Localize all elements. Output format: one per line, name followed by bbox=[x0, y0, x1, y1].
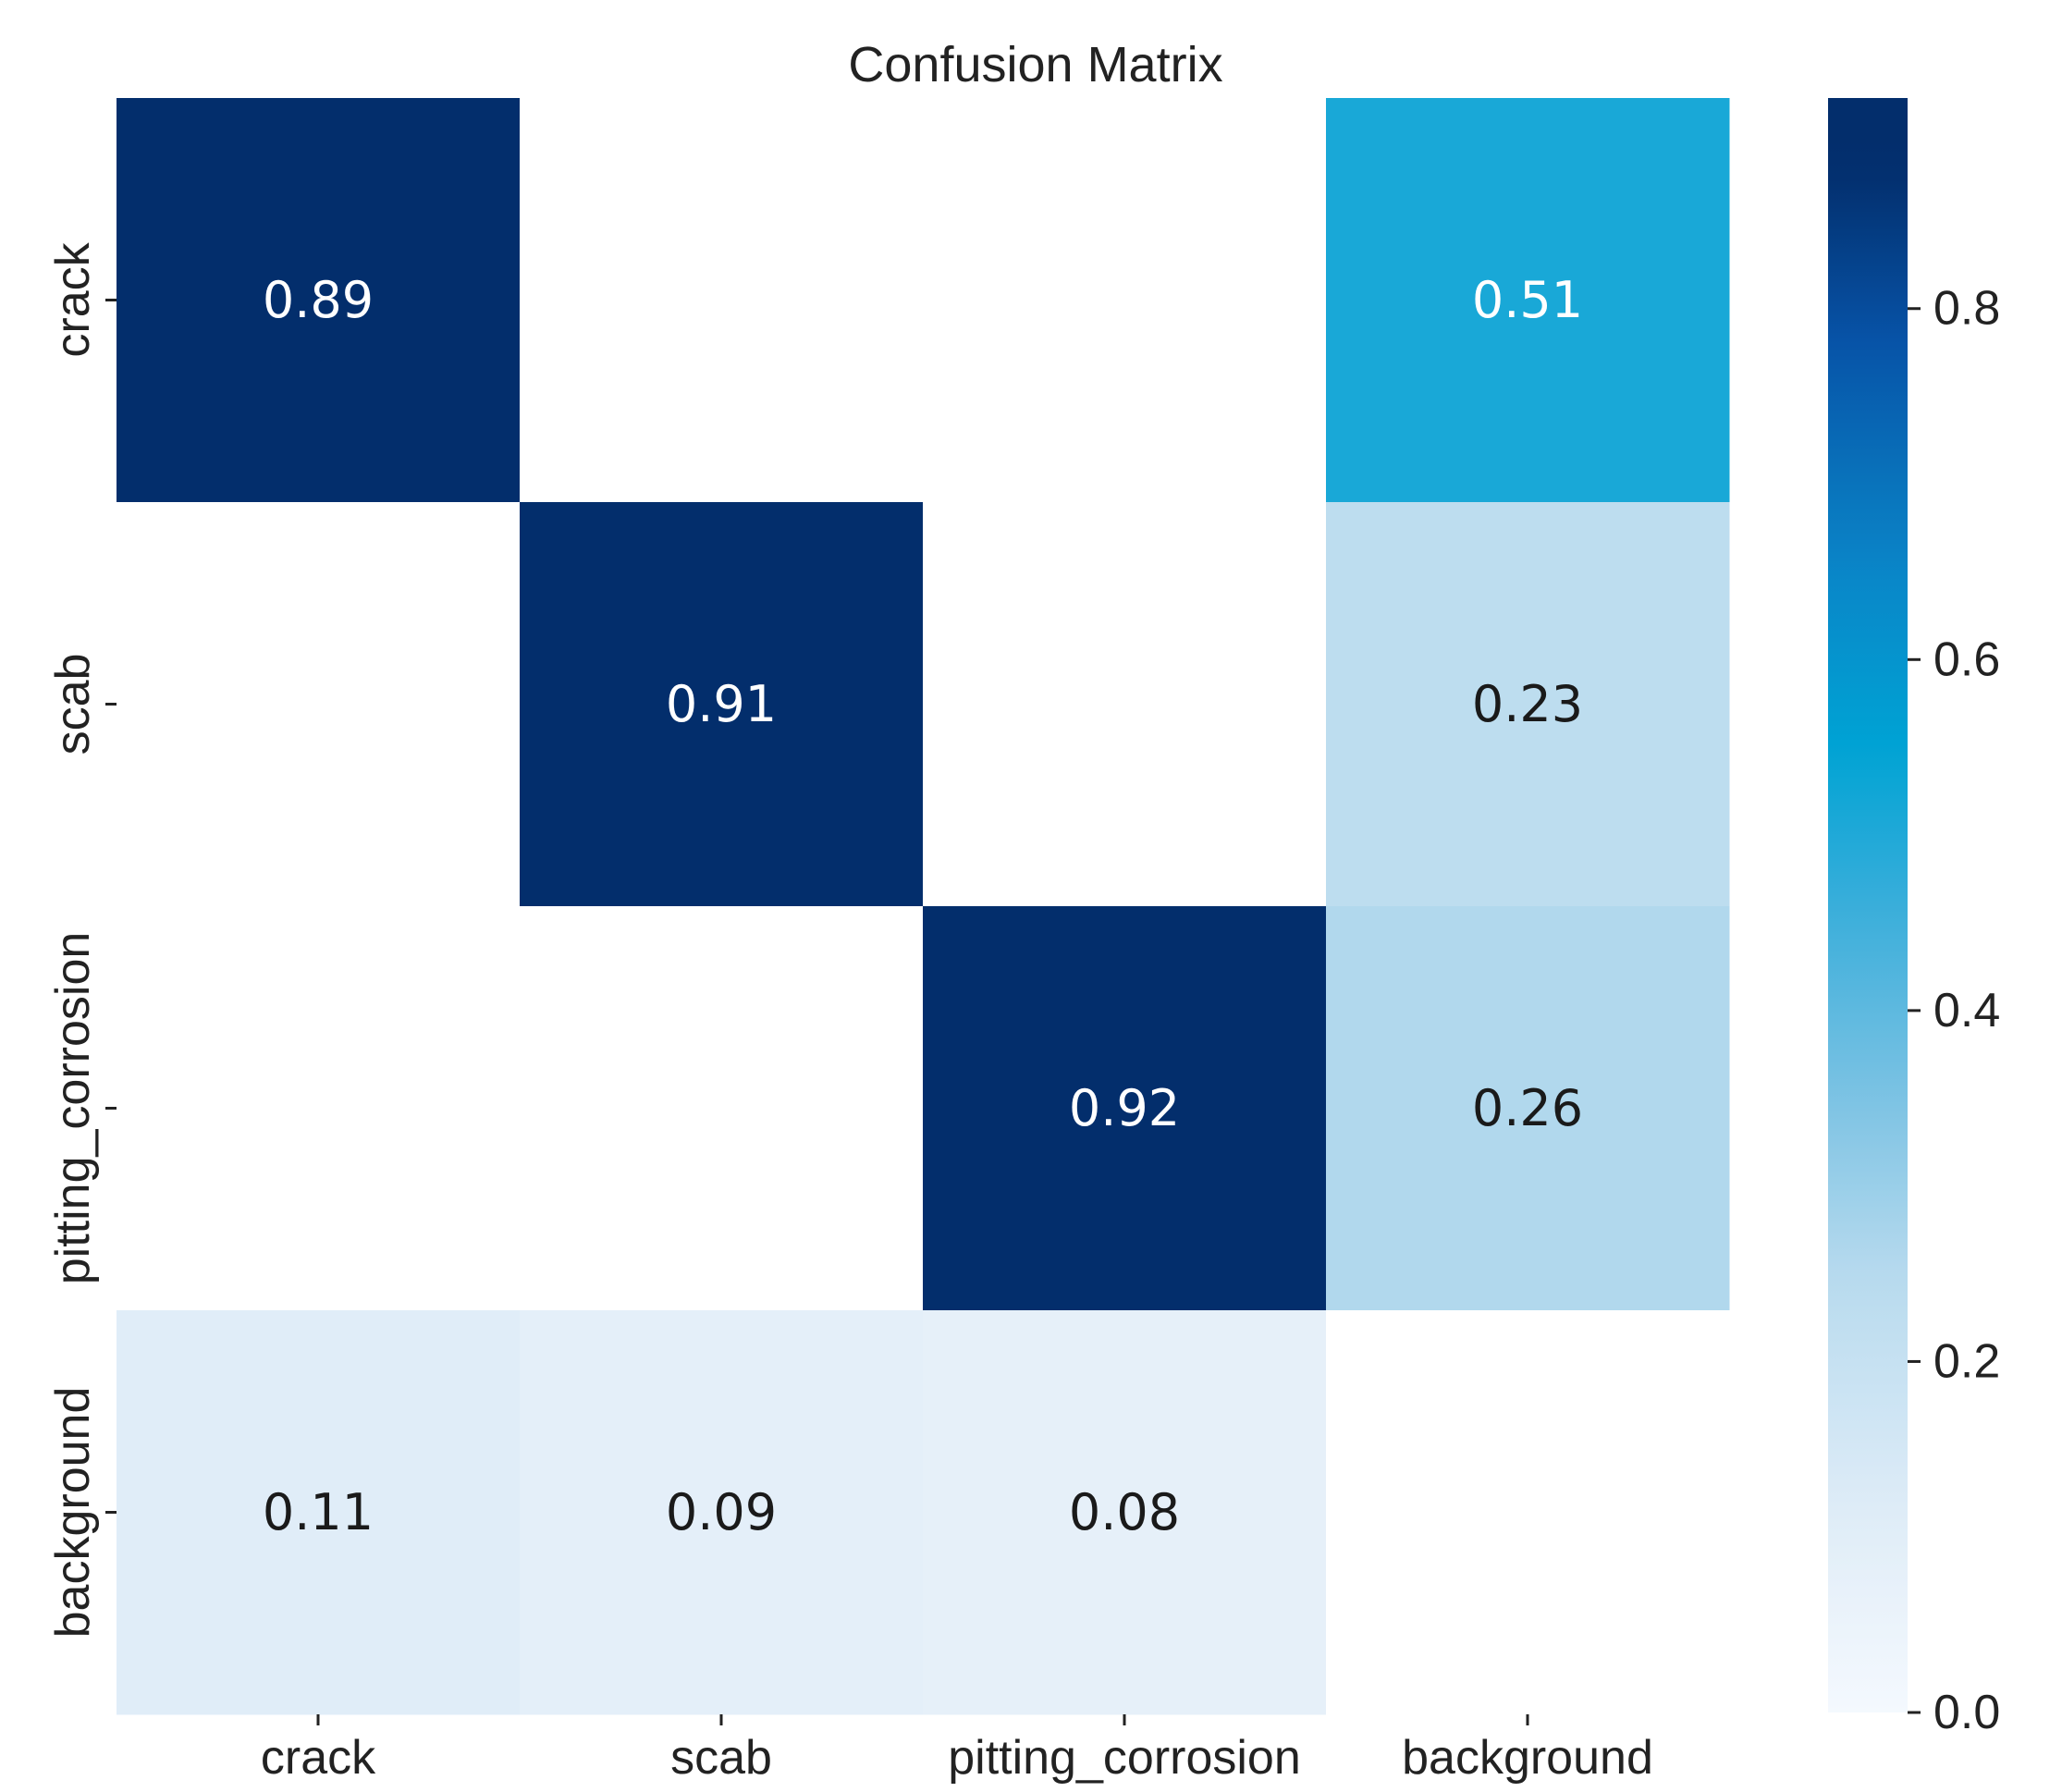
cell-value-label: 0.91 bbox=[666, 675, 777, 733]
heatmap-cell bbox=[1326, 98, 1730, 503]
chart-title: Confusion Matrix bbox=[848, 37, 1222, 92]
colorbar-gradient bbox=[1828, 98, 1908, 1712]
heatmap-cell bbox=[923, 502, 1327, 907]
cell-value-label: 0.08 bbox=[1069, 1483, 1180, 1541]
heatmap-annotations: 0.89 0.51 0.91 0.23 0.92 0.26 0.11 0.09 0.08 bbox=[263, 271, 1583, 1541]
heatmap-cell bbox=[117, 98, 521, 503]
heatmap-cell bbox=[520, 1310, 924, 1715]
colorbar-tick-label: 0.6 bbox=[1933, 632, 2000, 686]
cell-value-label: 0.26 bbox=[1472, 1079, 1583, 1137]
x-tick-label: pitting_corrosion bbox=[948, 1731, 1301, 1785]
cell-value-label: 0.23 bbox=[1472, 675, 1583, 733]
y-tick-label: scab bbox=[46, 654, 100, 755]
colorbar-tick-label: 0.8 bbox=[1933, 282, 2000, 336]
colorbar: 0.0 0.2 0.4 0.6 0.8 bbox=[1828, 98, 2000, 1739]
heatmap-cell bbox=[923, 98, 1327, 503]
colorbar-tick-label: 0.0 bbox=[1933, 1686, 2000, 1739]
y-tick-label: background bbox=[46, 1387, 100, 1639]
heatmap-cell bbox=[520, 906, 924, 1311]
colorbar-tick-label: 0.2 bbox=[1933, 1334, 2000, 1388]
y-tick-label: pitting_corrosion bbox=[46, 932, 100, 1285]
heatmap-cell bbox=[1326, 1310, 1730, 1715]
heatmap-cell bbox=[520, 98, 924, 503]
x-axis: crack scab pitting_corrosion background bbox=[261, 1714, 1653, 1785]
cell-value-label: 0.11 bbox=[263, 1483, 374, 1541]
heatmap-cell bbox=[923, 1310, 1327, 1715]
y-axis: crack scab pitting_corrosion background bbox=[46, 241, 117, 1638]
x-tick-label: scab bbox=[670, 1731, 772, 1785]
heatmap-cell bbox=[117, 1310, 521, 1715]
heatmap-cell bbox=[117, 502, 521, 907]
heatmap-cell bbox=[1326, 906, 1730, 1311]
heatmap-cell bbox=[520, 502, 924, 907]
heatmap-cell bbox=[117, 906, 521, 1311]
cell-value-label: 0.09 bbox=[666, 1483, 777, 1541]
heatmap-cells bbox=[117, 98, 1730, 1715]
heatmap-cell bbox=[923, 906, 1327, 1311]
colorbar-ticks: 0.0 0.2 0.4 0.6 0.8 bbox=[1908, 282, 2000, 1739]
colorbar-tick-label: 0.4 bbox=[1933, 984, 2000, 1037]
heatmap-cell bbox=[1326, 502, 1730, 907]
cell-value-label: 0.92 bbox=[1069, 1079, 1180, 1137]
y-tick-label: crack bbox=[46, 241, 100, 357]
x-tick-label: background bbox=[1402, 1731, 1653, 1785]
cell-value-label: 0.51 bbox=[1472, 271, 1583, 329]
cell-value-label: 0.89 bbox=[263, 271, 374, 329]
x-tick-label: crack bbox=[261, 1731, 376, 1785]
